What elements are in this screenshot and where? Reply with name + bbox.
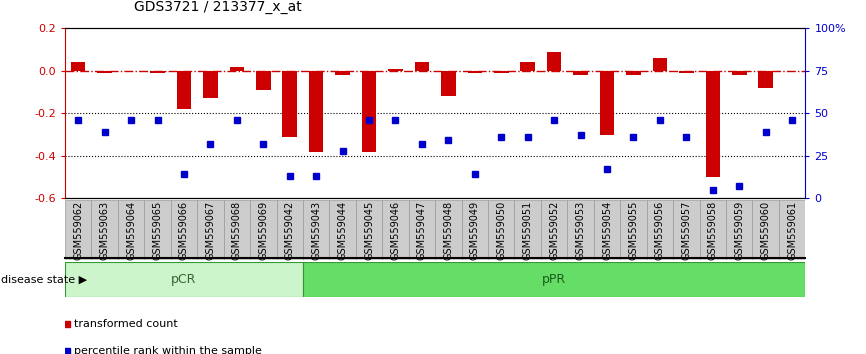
FancyBboxPatch shape (409, 200, 435, 260)
Text: GSM559059: GSM559059 (734, 200, 744, 260)
Text: GSM559054: GSM559054 (602, 200, 612, 260)
Bar (362, 71, 377, 152)
Bar (229, 67, 244, 71)
FancyBboxPatch shape (92, 200, 118, 260)
Bar (71, 62, 86, 71)
Bar (520, 62, 535, 71)
Text: GSM559067: GSM559067 (205, 200, 216, 260)
Bar (759, 71, 773, 88)
FancyBboxPatch shape (276, 200, 303, 260)
Bar (573, 71, 588, 75)
FancyBboxPatch shape (462, 200, 488, 260)
FancyBboxPatch shape (567, 200, 594, 260)
Text: GSM559060: GSM559060 (760, 200, 771, 260)
Text: transformed count: transformed count (74, 319, 178, 329)
FancyBboxPatch shape (171, 200, 197, 260)
FancyBboxPatch shape (726, 200, 753, 260)
Bar (309, 71, 323, 152)
FancyBboxPatch shape (329, 200, 356, 260)
Text: GSM559066: GSM559066 (179, 200, 189, 260)
FancyBboxPatch shape (382, 200, 409, 260)
FancyBboxPatch shape (541, 200, 567, 260)
Text: pCR: pCR (171, 273, 197, 286)
Text: GSM559052: GSM559052 (549, 200, 559, 260)
Bar (415, 62, 430, 71)
Bar (204, 71, 217, 98)
Bar (468, 71, 482, 73)
Text: percentile rank within the sample: percentile rank within the sample (74, 346, 262, 354)
FancyBboxPatch shape (594, 200, 620, 260)
Bar (282, 71, 297, 137)
Text: GSM559062: GSM559062 (73, 200, 83, 260)
Bar (441, 71, 456, 96)
FancyBboxPatch shape (435, 200, 462, 260)
Text: GSM559053: GSM559053 (576, 200, 585, 260)
FancyBboxPatch shape (700, 200, 726, 260)
FancyBboxPatch shape (488, 200, 514, 260)
Text: GSM559055: GSM559055 (629, 200, 638, 260)
Bar (97, 71, 112, 73)
FancyBboxPatch shape (303, 262, 805, 297)
Text: GSM559068: GSM559068 (232, 200, 242, 260)
Text: GSM559050: GSM559050 (496, 200, 507, 260)
Bar (256, 71, 270, 90)
Bar (494, 71, 508, 73)
Bar (679, 71, 694, 73)
Bar (706, 71, 721, 177)
Text: GSM559047: GSM559047 (417, 200, 427, 260)
Bar (626, 71, 641, 75)
Text: GDS3721 / 213377_x_at: GDS3721 / 213377_x_at (134, 0, 302, 14)
FancyBboxPatch shape (145, 200, 171, 260)
Text: GSM559042: GSM559042 (285, 200, 294, 260)
Text: GSM559051: GSM559051 (523, 200, 533, 260)
FancyBboxPatch shape (223, 200, 250, 260)
FancyBboxPatch shape (620, 200, 647, 260)
Text: GSM559049: GSM559049 (470, 200, 480, 260)
FancyBboxPatch shape (65, 262, 303, 297)
Text: GSM559043: GSM559043 (311, 200, 321, 260)
Text: GSM559069: GSM559069 (258, 200, 268, 260)
Text: GSM559057: GSM559057 (682, 200, 691, 260)
Text: GSM559044: GSM559044 (338, 200, 347, 260)
FancyBboxPatch shape (118, 200, 145, 260)
Text: GSM559058: GSM559058 (708, 200, 718, 260)
Bar (547, 52, 561, 71)
FancyBboxPatch shape (197, 200, 223, 260)
Text: GSM559048: GSM559048 (443, 200, 454, 260)
FancyBboxPatch shape (250, 200, 276, 260)
FancyBboxPatch shape (356, 200, 382, 260)
Bar (335, 71, 350, 75)
Text: GSM559064: GSM559064 (126, 200, 136, 260)
Text: GSM559065: GSM559065 (152, 200, 163, 260)
FancyBboxPatch shape (753, 200, 779, 260)
FancyBboxPatch shape (779, 200, 805, 260)
Bar (600, 71, 614, 135)
Text: GSM559063: GSM559063 (100, 200, 110, 260)
Bar (150, 71, 165, 73)
Text: GSM559045: GSM559045 (364, 200, 374, 260)
Bar (653, 58, 667, 71)
FancyBboxPatch shape (65, 200, 92, 260)
Bar (388, 69, 403, 71)
Text: GSM559046: GSM559046 (391, 200, 400, 260)
FancyBboxPatch shape (303, 200, 329, 260)
Text: GSM559061: GSM559061 (787, 200, 798, 260)
FancyBboxPatch shape (514, 200, 541, 260)
Text: pPR: pPR (542, 273, 566, 286)
Text: GSM559056: GSM559056 (655, 200, 665, 260)
Bar (732, 71, 746, 75)
FancyBboxPatch shape (673, 200, 700, 260)
Bar (177, 71, 191, 109)
FancyBboxPatch shape (647, 200, 673, 260)
Text: disease state ▶: disease state ▶ (1, 275, 87, 285)
